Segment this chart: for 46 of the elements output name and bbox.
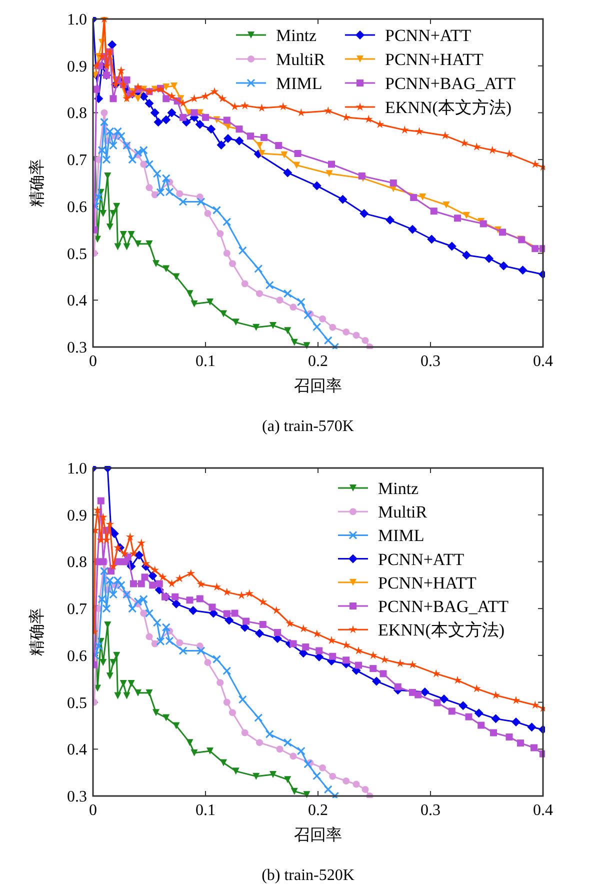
y-tick-label: 0.7 [67,152,87,170]
x-tick-label: 0.4 [533,353,553,370]
y-tick-label: 0.5 [67,694,87,712]
legend-label: Mintz [276,26,318,45]
legend-label: PCNN+HATT [378,573,477,592]
y-tick-label: 1.0 [67,460,87,478]
y-tick-label: 0.4 [67,742,87,759]
legend-label: MultiR [378,502,428,522]
x-tick-label: 0 [89,802,97,819]
y-tick-label: 0.9 [67,507,87,524]
legend-label: Mintz [378,479,420,498]
x-tick-label: 0.3 [420,353,440,370]
y-tick-label: 0.9 [67,58,87,76]
y-tick-label: 0.6 [67,198,87,216]
x-tick-label: 0.2 [308,353,328,370]
legend-label: PCNN+HATT [385,50,484,69]
y-tick-label: 0.8 [67,105,87,122]
y-tick-label: 0.7 [67,601,87,618]
legend-label: PCNN+BAG_ATT [385,74,516,93]
y-tick-label: 0.5 [67,246,87,263]
x-axis-title: 召回率 [294,826,342,844]
text: (b) train-520K [262,867,355,884]
y-tick-label: 0.4 [67,292,87,310]
x-axis-title: 召回率 [294,377,342,395]
x-tick-label: 0.3 [420,802,440,819]
y-axis-title: 精确率 [28,159,46,207]
legend-label: EKNN(本文方法) [385,98,512,117]
y-tick-label: 0.3 [67,788,87,806]
y-tick-label: 1.0 [67,12,87,28]
x-tick-label: 0.1 [196,802,216,819]
legend-label: PCNN+ATT [378,550,465,569]
y-tick-label: 0.3 [67,340,87,356]
x-tick-label: 0.1 [196,353,216,370]
text: (a) train-570K [262,418,354,435]
legend-label: EKNN(本文方法) [378,620,505,640]
legend-label: MIML [378,526,424,546]
legend-label: PCNN+BAG_ATT [378,597,510,616]
x-tick-label: 0.2 [308,802,328,819]
y-tick-label: 0.6 [67,648,87,665]
x-tick-label: 0.4 [533,802,553,819]
legend-label: PCNN+ATT [385,26,472,45]
x-tick-label: 0 [89,353,97,370]
legend-label: MIML [276,74,322,93]
legend-label: MultiR [276,50,326,69]
y-tick-label: 0.8 [67,554,87,572]
y-axis-title: 精确率 [28,608,46,656]
